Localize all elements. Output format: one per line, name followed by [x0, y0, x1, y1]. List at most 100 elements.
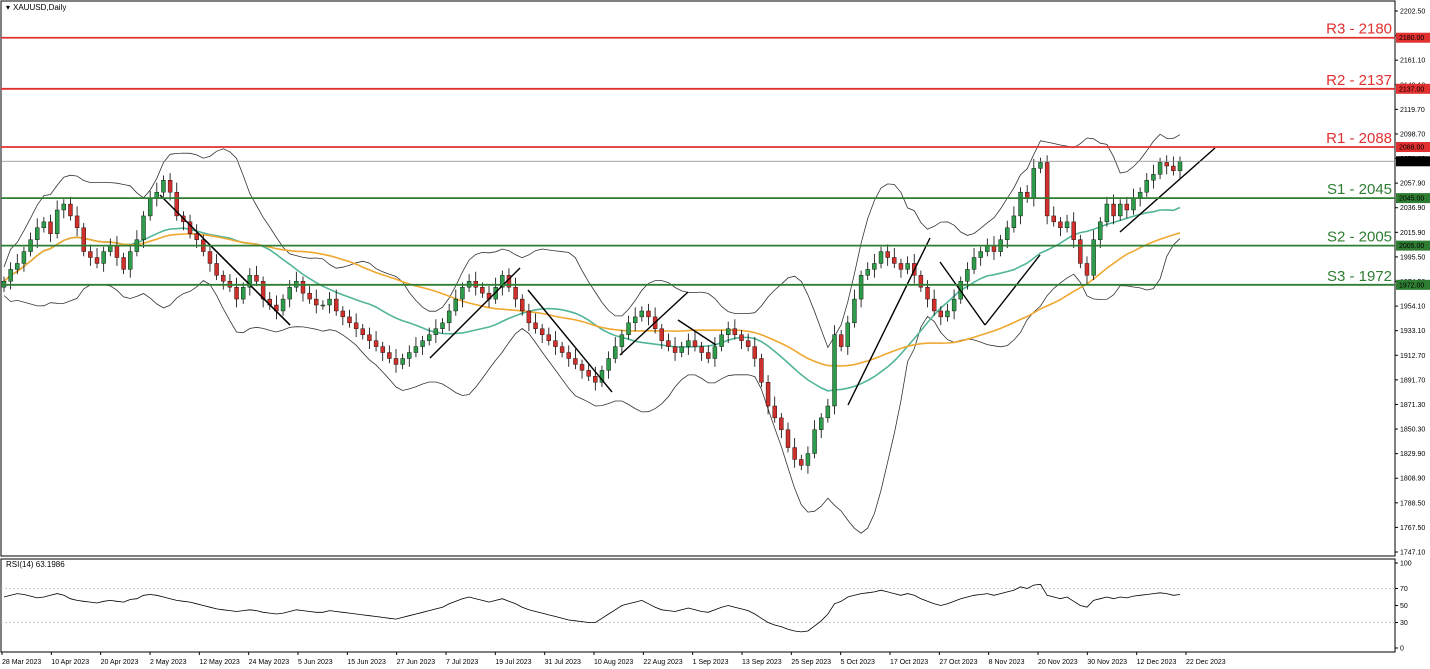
bullish-candle: [1118, 203, 1123, 217]
bearish-candle: [785, 429, 791, 448]
bullish-candle: [845, 322, 850, 347]
trend-line: [677, 319, 717, 346]
bearish-candle: [898, 263, 904, 270]
rsi-axis: 100 70 50 30 0: [1, 561, 1412, 653]
trend-line: [527, 289, 613, 393]
candles: [1, 155, 1183, 474]
bullish-candle: [35, 227, 40, 240]
level-price-tag-text: 2137.00: [1399, 86, 1424, 93]
bearish-candle: [121, 257, 126, 270]
bullish-candle: [1011, 215, 1017, 229]
price-tick-label: 1808.90: [1400, 476, 1425, 483]
bearish-candle: [526, 310, 532, 324]
bullish-candle: [54, 209, 60, 234]
time-tick-label: 31 Jul 2023: [545, 659, 581, 666]
level-price-tag: [1396, 142, 1430, 153]
bearish-candle: [586, 370, 591, 377]
time-tick-label: 17 Oct 2023: [890, 659, 928, 666]
price-tick-label: 2098.70: [1400, 131, 1425, 138]
bullish-candle: [825, 405, 831, 419]
price-tick-label: 1954.10: [1400, 304, 1425, 311]
bearish-candle: [114, 245, 120, 258]
bullish-candle: [812, 429, 817, 454]
time-tick-label: 12 Dec 2023: [1137, 659, 1177, 666]
bullish-candle: [327, 298, 332, 306]
level-price-tag-text: 2045.00: [1399, 196, 1424, 203]
bearish-candle: [579, 364, 585, 371]
bullish-candle: [858, 275, 864, 300]
price-tick-label: 1871.30: [1400, 402, 1425, 409]
bearish-candle: [353, 322, 359, 329]
bullish-candle: [453, 298, 458, 312]
time-tick-label: 10 Aug 2023: [594, 659, 633, 666]
level-price-tag: [1396, 83, 1430, 94]
bullish-candle: [726, 328, 731, 335]
bullish-candle: [1157, 162, 1163, 175]
time-tick-label: 10 Apr 2023: [51, 659, 89, 666]
bearish-candle: [573, 358, 578, 365]
trend-line: [619, 291, 689, 356]
bearish-candle: [672, 346, 678, 353]
bullish-candle: [247, 275, 253, 288]
bearish-candle: [646, 310, 651, 318]
time-tick-label: 30 Nov 2023: [1087, 659, 1127, 666]
time-tick-label: 25 Sep 2023: [791, 659, 831, 666]
bullish-candle: [61, 203, 66, 211]
level-price-tag: [1396, 279, 1430, 290]
rsi-tick-label: 30: [1400, 620, 1408, 627]
bullish-candle: [420, 340, 425, 347]
bullish-candle: [626, 322, 631, 335]
bearish-candle: [1058, 221, 1063, 229]
bullish-candle: [1177, 161, 1183, 171]
bullish-candle: [287, 287, 292, 300]
bullish-candle: [1131, 197, 1136, 211]
bullish-candle: [141, 215, 146, 240]
price-tick-label: 1788.50: [1400, 500, 1425, 507]
level-label: S3 - 1972: [1327, 268, 1392, 285]
price-tick-label: 2202.50: [1400, 9, 1425, 16]
time-tick-label: 27 Oct 2023: [939, 659, 977, 666]
bearish-candle: [167, 180, 173, 193]
bullish-candle: [978, 251, 983, 258]
time-tick-label: 22 Dec 2023: [1186, 659, 1226, 666]
chart-title: XAUUSD,Daily: [13, 3, 66, 12]
bullish-candle: [15, 263, 20, 270]
current-price-tag-text: 2076.00: [1399, 159, 1424, 166]
level-price-tag-text: 1972.00: [1399, 282, 1424, 289]
level-label: S2 - 2005: [1327, 229, 1392, 246]
bearish-candle: [892, 257, 897, 264]
bearish-candle: [1078, 239, 1083, 264]
bearish-candle: [1044, 162, 1050, 217]
bullish-candle: [878, 251, 884, 264]
bullish-candle: [320, 304, 326, 307]
bearish-candle: [207, 251, 213, 264]
time-axis: 28 Mar 2023 10 Apr 2023 20 Apr 2023 2 May 2…: [1, 652, 1226, 666]
bearish-candle: [300, 281, 306, 294]
bullish-candle: [1104, 203, 1110, 223]
bullish-candle: [606, 358, 611, 371]
bearish-candle: [380, 346, 385, 353]
bullish-candle: [407, 352, 412, 359]
bullish-candle: [951, 298, 957, 312]
time-tick-label: 1 Sep 2023: [693, 659, 729, 666]
bearish-candle: [194, 233, 199, 240]
bullish-candle: [1064, 221, 1070, 229]
bullish-candle: [872, 263, 877, 270]
bearish-candle: [1164, 162, 1169, 167]
bearish-candle: [885, 251, 890, 258]
bearish-candle: [334, 298, 339, 312]
bearish-candle: [74, 215, 80, 229]
price-tick-label: 1933.10: [1400, 328, 1425, 335]
bullish-candle: [240, 287, 246, 300]
level-label: S1 - 2045: [1327, 181, 1392, 198]
price-tick-label: 1995.50: [1400, 254, 1425, 261]
bullish-candle: [971, 257, 977, 270]
bearish-candle: [387, 352, 392, 359]
bullish-candle: [805, 453, 811, 466]
bearish-candle: [559, 346, 565, 353]
time-tick-label: 20 Nov 2023: [1038, 659, 1078, 666]
bullish-candle: [446, 310, 452, 324]
bullish-candle: [619, 334, 625, 347]
bullish-candle: [1144, 180, 1149, 193]
